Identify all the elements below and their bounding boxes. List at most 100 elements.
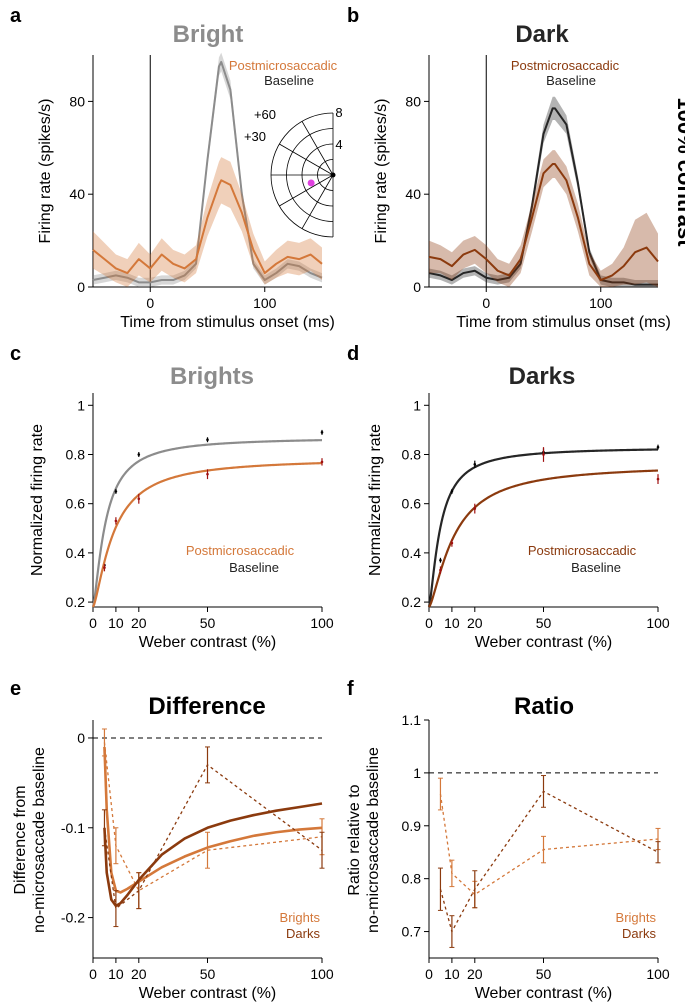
chart-title: Bright (173, 21, 244, 48)
polar-spoke (279, 143, 334, 176)
data-point (206, 472, 209, 476)
x-tick-label: 50 (200, 615, 216, 631)
data-point (473, 507, 477, 510)
polar-spoke (301, 121, 334, 176)
chart-title: Difference (148, 693, 265, 720)
x-tick-label: 100 (310, 615, 334, 631)
y-tick-label: 0.4 (66, 545, 86, 561)
polar-tick-label: +60 (254, 107, 276, 122)
x-axis-label: Weber contrast (%) (139, 634, 277, 651)
x-tick-label: 20 (131, 966, 147, 982)
x-tick-label: 0 (482, 295, 490, 311)
sem-band-post (429, 150, 658, 287)
data-point (114, 519, 118, 523)
x-tick-label: 0 (425, 615, 433, 631)
y-tick-label: 1 (413, 397, 421, 413)
polar-tick-label: 4 (335, 137, 342, 152)
polar-tick-label: +30 (244, 129, 266, 144)
chart-title: Ratio (514, 693, 574, 720)
x-tick-label: 0 (89, 966, 97, 982)
data-point (320, 460, 324, 464)
receptive-field-dot (307, 179, 315, 187)
x-tick-label: 50 (200, 966, 216, 982)
y-tick-label: 1.1 (402, 712, 422, 728)
x-tick-label: 50 (536, 966, 552, 982)
x-tick-label: 100 (253, 295, 277, 311)
data-point (206, 438, 209, 442)
data-point (103, 566, 106, 569)
x-axis-label: Time from stimulus onset (ms) (456, 314, 671, 331)
x-tick-label: 20 (467, 615, 483, 631)
chart-title: Darks (509, 363, 576, 390)
x-axis-label: Weber contrast (%) (475, 634, 613, 651)
fit-curve-post (103, 746, 323, 894)
fit-curve-post (91, 462, 323, 608)
data-point (137, 453, 141, 456)
y-axis-label: Normalized firing rate (367, 424, 384, 576)
x-tick-label: 20 (131, 615, 147, 631)
y-tick-label: 1 (77, 397, 85, 413)
x-tick-label: 50 (536, 615, 552, 631)
y-tick-label: 0.8 (402, 446, 422, 462)
panel-label: c (10, 343, 21, 365)
y-tick-label: 80 (405, 93, 421, 109)
x-tick-label: 10 (444, 615, 460, 631)
fit-curve-post (428, 469, 659, 608)
y-tick-label: 0.2 (402, 594, 422, 610)
y-tick-label: 0.8 (66, 446, 86, 462)
legend-baseline: Baseline (229, 560, 279, 575)
chart-title: Dark (515, 21, 569, 48)
legend-baseline: Baseline (264, 73, 314, 88)
polar-inset: +60 +30 8 4 (244, 105, 343, 238)
y-axis-label: Firing rate (spikes/s) (37, 99, 54, 244)
polar-center (330, 172, 336, 178)
sem-band-base (93, 52, 322, 288)
y-axis-label: Normalized firing rate (29, 424, 46, 576)
data-point (439, 568, 442, 572)
dashed-data-line-post (439, 793, 659, 896)
legend-postmicrosaccadic: Postmicrosaccadic (229, 58, 338, 73)
x-tick-label: 0 (89, 615, 97, 631)
chart-panel-a: a Bright 0 40 80 0 100 Time from stimulus onset… (10, 5, 343, 331)
legend-postmicrosaccadic: Postmicrosaccadic (511, 58, 620, 73)
series-line-base (92, 60, 323, 284)
data-point (542, 453, 545, 456)
legend-postmicrosaccadic: Postmicrosaccadic (186, 543, 295, 558)
series-line-base (428, 107, 658, 286)
legend-postmicrosaccadic: Postmicrosaccadic (528, 543, 637, 558)
legend-brights: Brights (616, 910, 657, 925)
data-point (656, 477, 660, 481)
x-tick-label: 10 (108, 615, 124, 631)
y-tick-label: 0.7 (402, 924, 422, 940)
x-axis-label: Time from stimulus onset (ms) (120, 314, 335, 331)
y-tick-label: 0.6 (66, 496, 86, 512)
y-tick-label: 40 (69, 186, 85, 202)
panel-label: f (347, 678, 354, 700)
x-tick-label: 100 (310, 966, 334, 982)
chart-panel-b: b Dark 0 40 80 0 100 Time from stimulus onset (… (347, 5, 671, 331)
x-tick-label: 20 (467, 966, 483, 982)
fit-curve-darkpost (103, 802, 323, 908)
legend-baseline: Baseline (546, 73, 596, 88)
fit-curve-base (91, 439, 323, 608)
y-tick-label: 0.4 (402, 545, 422, 561)
polar-spoke (301, 174, 334, 229)
side-label: 100% contrast (673, 97, 685, 247)
y-tick-label: 40 (405, 186, 421, 202)
data-point (450, 490, 454, 493)
panel-label: e (10, 678, 21, 700)
y-tick-label: 1 (413, 765, 421, 781)
series-line-post (92, 179, 323, 275)
chart-panel-e: e Difference 0 -0.1 -0.2 0 10 20 50 100 Weber cont… (10, 678, 334, 1002)
data-point (450, 541, 454, 545)
x-tick-label: 100 (646, 966, 670, 982)
x-tick-label: 10 (108, 966, 124, 982)
x-tick-label: 100 (646, 615, 670, 631)
data-point (439, 558, 442, 562)
panel-label: a (10, 5, 22, 27)
x-tick-label: 100 (589, 295, 613, 311)
y-tick-label: 0.6 (402, 496, 422, 512)
